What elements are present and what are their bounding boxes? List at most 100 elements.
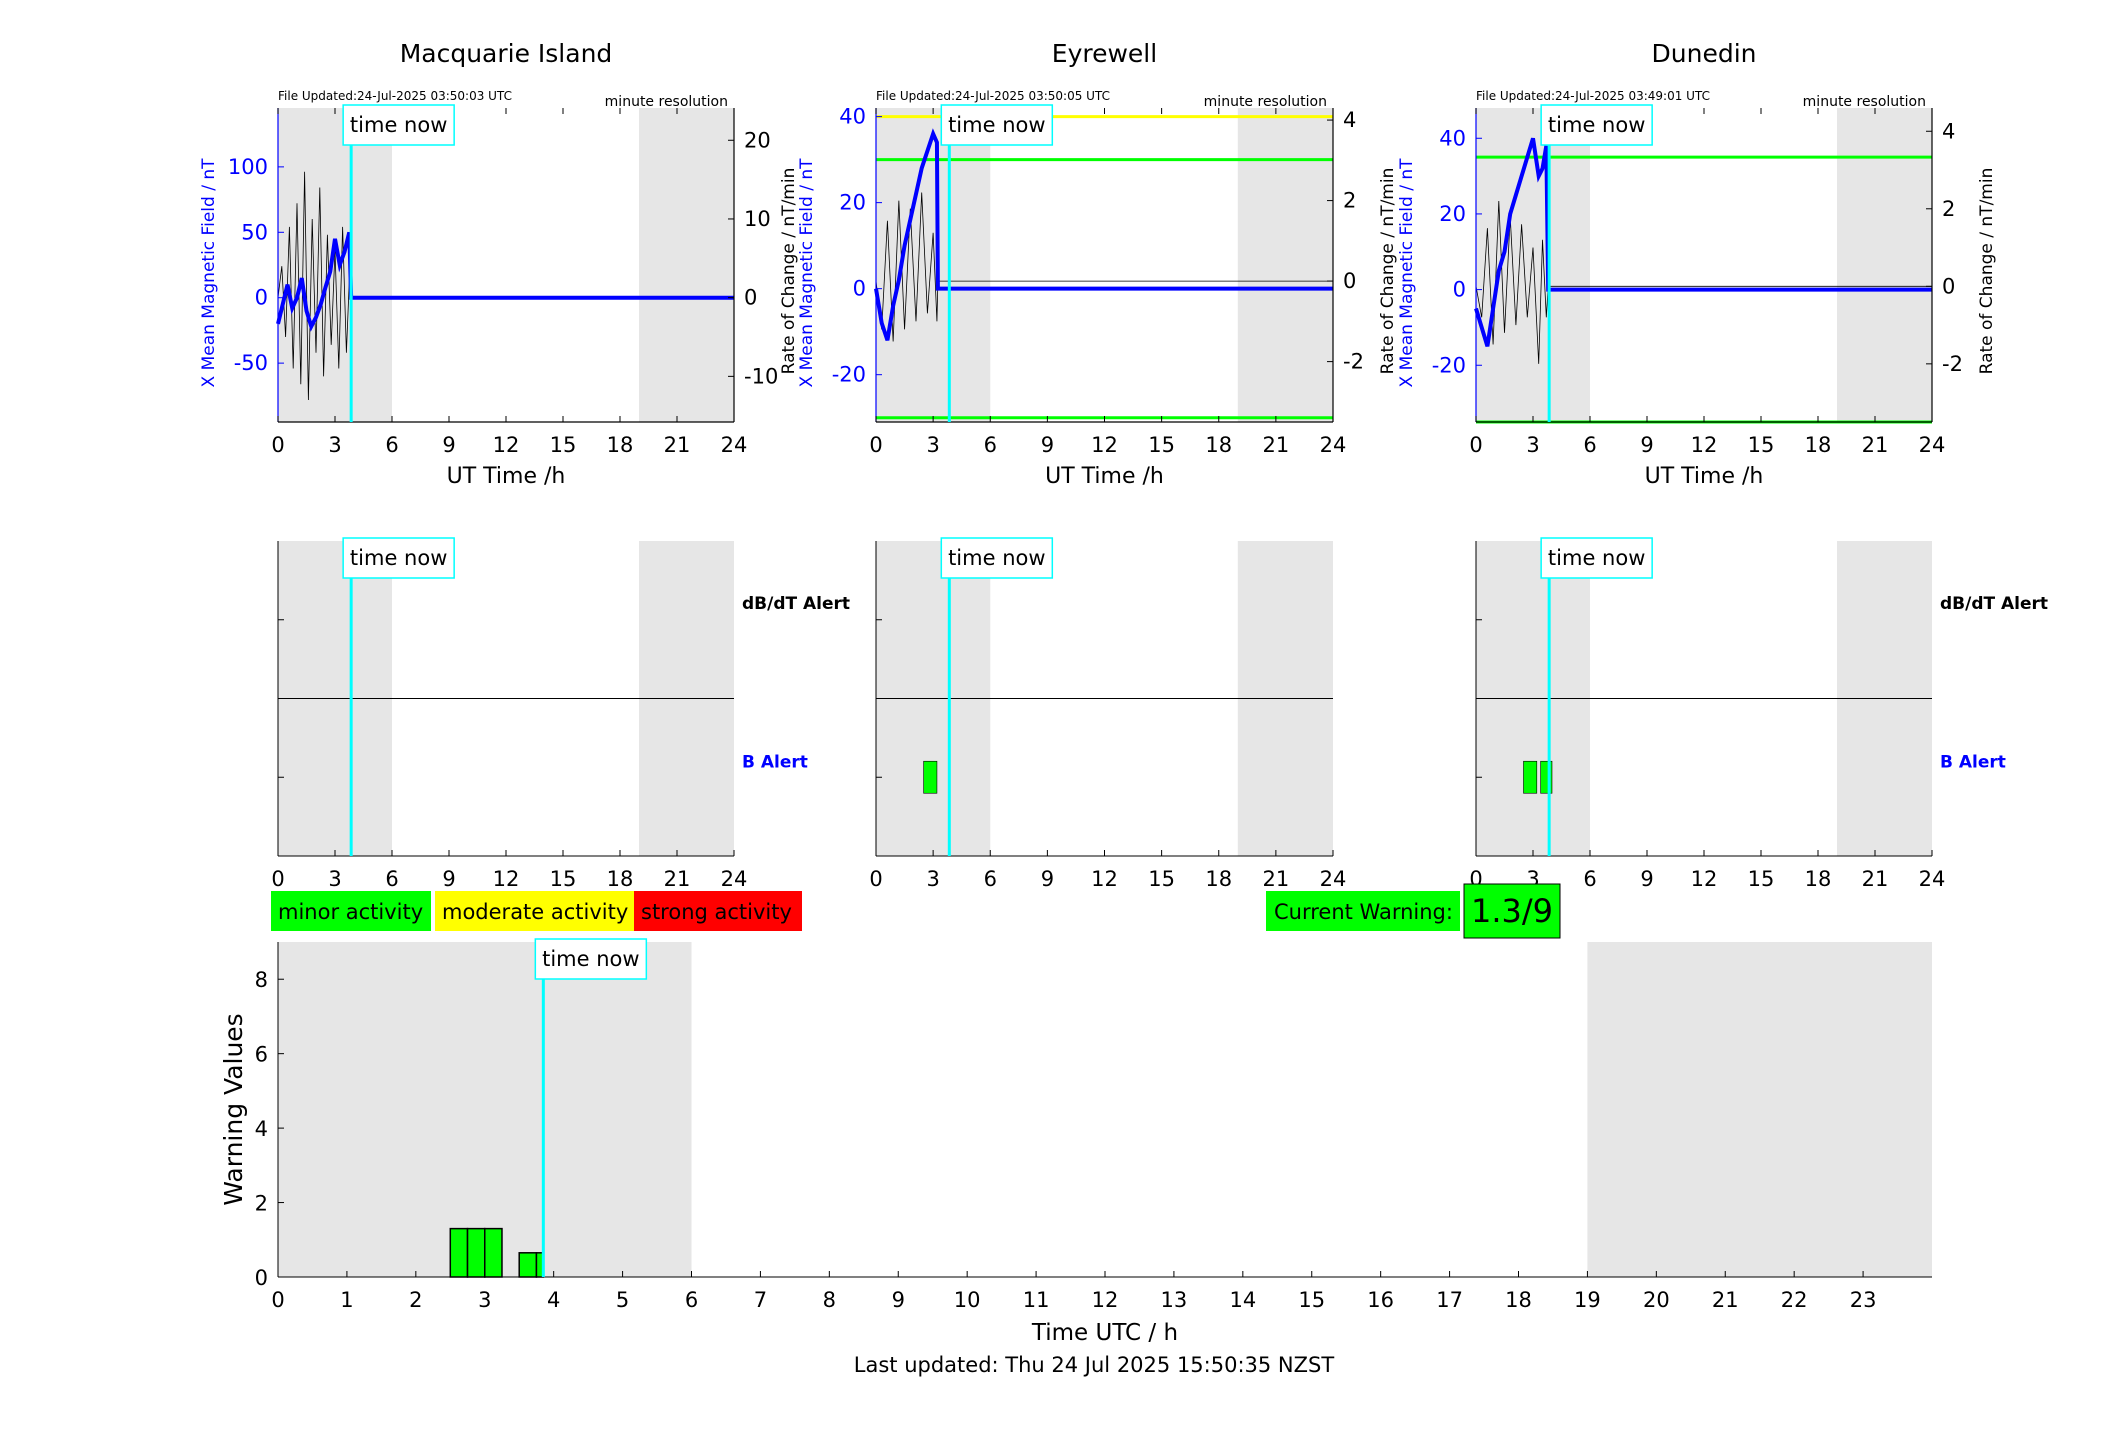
bot-xtick-label-14: 14 — [1229, 1288, 1256, 1312]
legend-minor-label: minor activity — [278, 900, 423, 924]
mid0-b-alert-label: B Alert — [742, 752, 808, 772]
top1-ytick-label-0: -20 — [832, 363, 866, 387]
top0-x-field-series — [276, 231, 734, 332]
mid0-xtick-label-8: 24 — [721, 867, 748, 891]
top2-ytick-right-label-2: 2 — [1942, 197, 1955, 221]
bot-warning-bar-3 — [518, 1252, 538, 1278]
top0-ytick-label-2: 50 — [241, 220, 268, 244]
mid1-time-now-box — [940, 537, 1054, 579]
mid1-xtick-label-4: 12 — [1091, 867, 1118, 891]
mid2-dbdt-alert-label: dB/dT Alert — [1940, 594, 2048, 614]
mid0-time-now-label: time now — [350, 546, 447, 570]
top2-xtick-label-5: 15 — [1748, 433, 1775, 457]
bot-xtick-label-7: 7 — [754, 1288, 767, 1312]
mid0-dbdt-alert-label: dB/dT Alert — [742, 594, 850, 614]
top0-time-now-box — [342, 104, 455, 146]
current-warning-label-box — [1266, 891, 1460, 931]
top1-xlabel: UT Time /h — [1045, 464, 1164, 489]
mid1-xtick-label-6: 18 — [1205, 867, 1232, 891]
warning-values-panel: 0 1 2 3 4 5 6 7 8 9 10 11 12 13 14 15 16 17 18 19 20 21 22 2302… — [219, 938, 1932, 1346]
top1-time-now-label: time now — [948, 113, 1045, 137]
magnetometer-panel-0: 0 3 6 9 12 15 18 21 24 -50 0 50 100 -10 0 10 20 time now M… — [199, 39, 799, 489]
top2-xtick-label-8: 24 — [1919, 433, 1946, 457]
bot-xlabel: Time UTC / h — [1031, 1320, 1178, 1346]
top0-title: Macquarie Island — [400, 39, 613, 68]
current-warning-label: Current Warning: — [1274, 900, 1453, 924]
bot-xtick-label-20: 20 — [1643, 1288, 1670, 1312]
top2-ytick-label-3: 40 — [1439, 126, 1466, 150]
bot-time-now-label: time now — [542, 947, 639, 971]
top2-x-field-series — [1474, 137, 1932, 347]
bot-xtick-label-0: 0 — [271, 1288, 284, 1312]
mid1-xtick-label-3: 9 — [1041, 867, 1054, 891]
mid0-xtick-label-6: 18 — [607, 867, 634, 891]
bot-warning-bar-0 — [449, 1227, 469, 1278]
bot-time-now-box — [534, 938, 648, 980]
top2-xtick-label-1: 3 — [1526, 433, 1539, 457]
top1-xtick-label-4: 12 — [1091, 433, 1118, 457]
top2-file-updated: File Updated:24-Jul-2025 03:49:01 UTC — [1476, 89, 1710, 103]
top1-night-shade-0 — [876, 108, 991, 422]
top1-ytick-right-label-2: 2 — [1343, 189, 1356, 213]
top0-xtick-label-4: 12 — [493, 433, 520, 457]
top2-xtick-label-3: 9 — [1640, 433, 1653, 457]
bot-ytick-label-2: 4 — [255, 1117, 268, 1141]
top0-xtick-label-7: 21 — [664, 433, 691, 457]
mid2-b-alert-1 — [1540, 760, 1553, 794]
bot-ylabel: Warning Values — [219, 1013, 248, 1205]
bot-xtick-label-16: 16 — [1367, 1288, 1394, 1312]
top2-xtick-label-6: 18 — [1805, 433, 1832, 457]
top1-xtick-label-8: 24 — [1320, 433, 1347, 457]
top2-xtick-label-4: 12 — [1691, 433, 1718, 457]
top2-time-now-label: time now — [1548, 113, 1645, 137]
top1-xtick-label-2: 6 — [984, 433, 997, 457]
top1-xtick-label-5: 15 — [1148, 433, 1175, 457]
mid0-xtick-label-4: 12 — [493, 867, 520, 891]
bot-xtick-label-2: 2 — [409, 1288, 422, 1312]
mid0-xtick-label-5: 15 — [550, 867, 577, 891]
mid2-xtick-label-3: 9 — [1640, 867, 1653, 891]
bot-xtick-label-6: 6 — [685, 1288, 698, 1312]
top0-xtick-label-5: 15 — [550, 433, 577, 457]
bot-xtick-label-19: 19 — [1574, 1288, 1601, 1312]
legend-moderate-label: moderate activity — [442, 900, 628, 924]
bot-xtick-label-5: 5 — [616, 1288, 629, 1312]
top0-ytick-right-label-3: 20 — [744, 128, 771, 152]
top0-ytick-right-label-0: -10 — [744, 364, 778, 388]
legend-strong-swatch — [634, 891, 802, 931]
mid1-xtick-label-0: 0 — [869, 867, 882, 891]
top0-ylabel-right: Rate of Change / nT/min — [779, 168, 799, 375]
top0-file-updated: File Updated:24-Jul-2025 03:50:03 UTC — [278, 89, 512, 103]
top2-resolution: minute resolution — [1803, 94, 1926, 110]
top2-ytick-right-label-0: -2 — [1942, 352, 1963, 376]
top0-xlabel: UT Time /h — [447, 464, 566, 489]
mid1-time-now-label: time now — [948, 546, 1045, 570]
bot-xtick-label-12: 12 — [1092, 1288, 1119, 1312]
top1-xtick-label-6: 18 — [1205, 433, 1232, 457]
top2-ytick-right-label-1: 0 — [1942, 274, 1955, 298]
top0-night-shade-1 — [639, 108, 734, 422]
mid2-xtick-label-7: 21 — [1862, 867, 1889, 891]
top1-ytick-right-label-3: 4 — [1343, 108, 1356, 132]
current-warning-value-box — [1463, 883, 1561, 939]
top2-ytick-label-2: 20 — [1439, 202, 1466, 226]
top2-ylabel-right: Rate of Change / nT/min — [1977, 168, 1997, 375]
top2-ytick-right-label-3: 4 — [1942, 119, 1955, 143]
bot-xtick-label-15: 15 — [1298, 1288, 1325, 1312]
mid0-xtick-label-0: 0 — [271, 867, 284, 891]
bot-xtick-label-13: 13 — [1161, 1288, 1188, 1312]
bot-xtick-label-10: 10 — [954, 1288, 981, 1312]
top2-ylabel: X Mean Magnetic Field / nT — [1397, 158, 1417, 388]
bot-night-shade-1 — [1587, 942, 1932, 1277]
top0-xtick-label-0: 0 — [271, 433, 284, 457]
mid1-b-alert-0 — [923, 760, 938, 794]
bot-xtick-label-4: 4 — [547, 1288, 560, 1312]
bot-xtick-label-9: 9 — [892, 1288, 905, 1312]
mid2-xtick-label-8: 24 — [1919, 867, 1946, 891]
mid2-xtick-label-2: 6 — [1583, 867, 1596, 891]
bot-ytick-label-4: 8 — [255, 968, 268, 992]
top1-ytick-right-label-0: -2 — [1343, 350, 1364, 374]
mid1-xtick-label-8: 24 — [1320, 867, 1347, 891]
